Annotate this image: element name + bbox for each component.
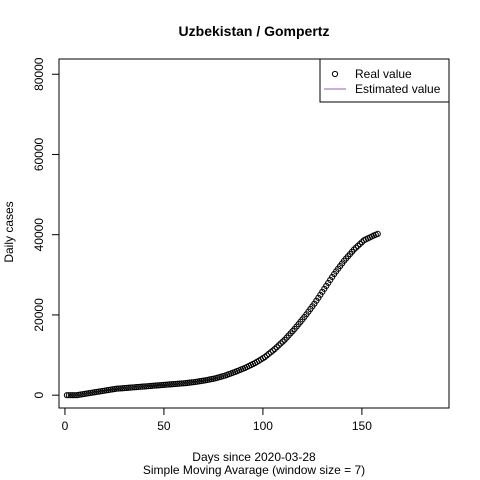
data-point [176,380,183,387]
y-tick-label: 60000 [32,137,46,171]
data-point [178,380,185,387]
legend-real-value-label: Real value [355,67,412,81]
data-point [146,382,154,390]
data-point [137,383,144,390]
data-point [358,239,365,246]
data-point [63,392,71,399]
x-tick-label: 100 [253,419,273,433]
data-point [180,380,187,387]
data-point [123,384,130,392]
data-point [65,392,72,399]
data-point [277,340,284,347]
data-point [139,383,146,390]
data-point [115,385,122,392]
y-axis: 0 20000 40000 60000 80000 [32,57,60,399]
y-tick-label: 20000 [32,298,46,332]
legend-box [319,58,450,103]
legend: Real value Estimated value [319,58,450,103]
data-point [71,392,78,399]
data-point [117,385,124,392]
data-point [119,385,126,392]
data-points [63,230,381,399]
data-point [273,344,280,351]
data-point [158,381,166,389]
data-point [350,246,358,253]
data-point [166,381,173,388]
y-tick-label: 40000 [32,218,46,252]
x-tick-label: 150 [352,419,372,433]
data-point [352,244,360,251]
x-tick-label: 0 [62,419,69,433]
data-point [131,384,138,391]
y-tick-label: 80000 [32,57,46,91]
y-axis-label: Daily cases [2,201,16,262]
data-point [374,230,381,238]
chart-title: Uzbekistan / Gompertz [179,23,330,39]
legend-real-value-marker [331,70,339,78]
data-point [150,382,158,389]
data-point [141,383,148,390]
data-point [271,345,278,353]
data-point [152,382,160,389]
data-point [113,385,120,392]
data-point [143,383,150,390]
data-point [69,392,76,399]
y-tick-label: 0 [32,392,46,399]
data-point [121,385,128,392]
data-point [172,380,179,388]
legend-estimated-value-label: Estimated value [355,82,441,96]
data-point [67,392,74,399]
data-point [162,381,170,388]
data-point [148,382,156,389]
data-point [133,384,140,391]
data-point [125,384,132,391]
data-point [135,383,142,391]
data-point [170,380,177,388]
data-point [144,383,152,390]
data-point [168,381,175,388]
data-point [156,382,164,389]
data-point [154,382,162,389]
data-point [160,381,168,388]
x-tick-label: 50 [157,419,171,433]
plot-area [58,58,450,409]
data-point [129,384,136,391]
data-point [354,242,362,249]
chart-subtitle: Simple Moving Avarage (window size = 7) [143,463,365,477]
x-axis: 0 50 100 150 [62,407,372,433]
data-point [164,381,171,388]
data-point [127,384,134,391]
x-axis-label: Days since 2020-03-28 [192,450,316,464]
data-point [275,342,282,349]
data-point [356,240,364,248]
data-point [174,380,181,387]
data-point [279,338,286,345]
